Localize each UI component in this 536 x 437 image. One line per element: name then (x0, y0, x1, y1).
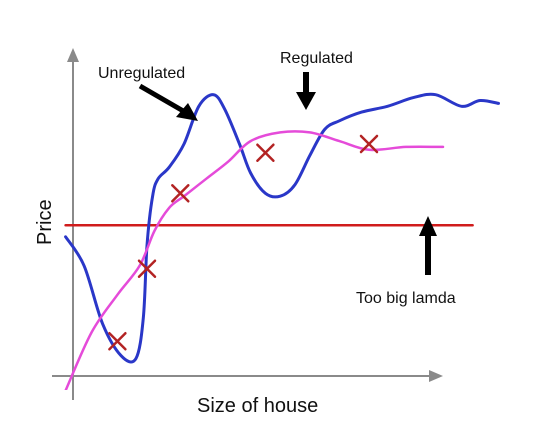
annotation-regulated: Regulated (280, 50, 353, 67)
training-example-marker (171, 184, 190, 203)
marker-layer (108, 134, 379, 351)
y-axis-arrow-icon (67, 48, 79, 62)
series-line-regulated (64, 130, 445, 390)
series-layer (64, 92, 500, 390)
x-axis-arrow-icon (429, 370, 443, 382)
annotation-too-big-lamda: Too big lamda (356, 290, 456, 307)
arrow-unregulated (138, 83, 198, 121)
training-example-marker (137, 259, 157, 278)
training-example-marker (108, 331, 127, 351)
y-axis-label: Price (34, 199, 56, 245)
series-line-unregulated (64, 92, 500, 364)
x-axis-label: Size of house (197, 395, 318, 417)
arrow-regulated (296, 72, 316, 110)
training-example-marker (359, 134, 379, 154)
annotation-unregulated: Unregulated (98, 65, 185, 82)
training-example-marker (256, 143, 275, 162)
arrow-too-big-lamda (419, 216, 437, 275)
